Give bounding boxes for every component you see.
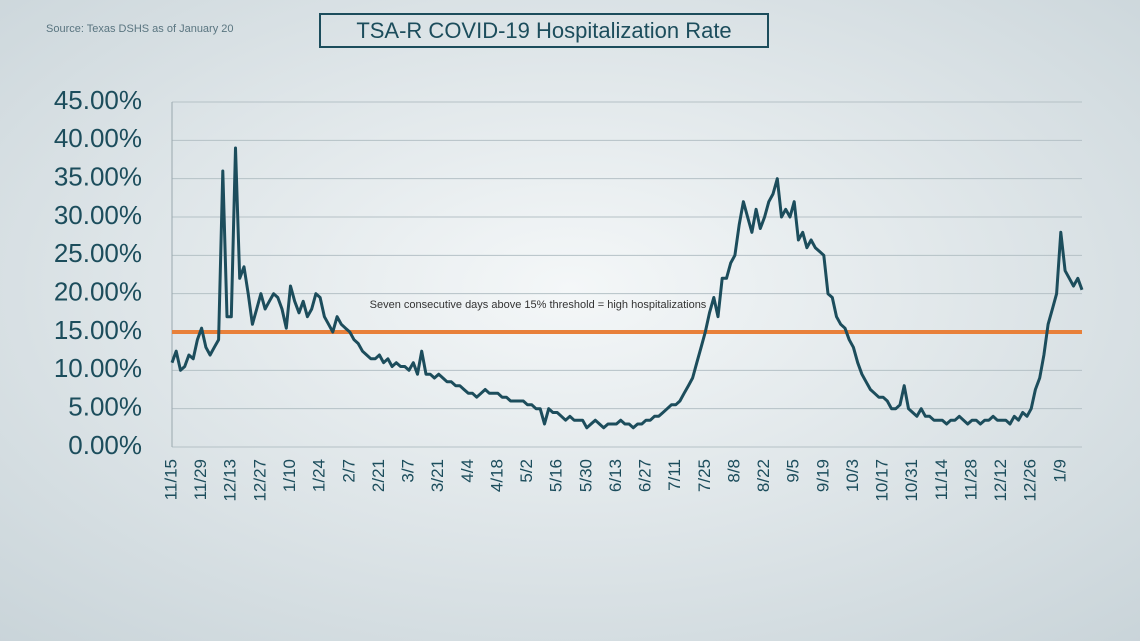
x-tick-label: 8/8 (724, 459, 743, 483)
x-tick-label: 9/5 (784, 459, 803, 483)
x-tick-label: 1/24 (310, 459, 329, 492)
x-tick-label: 6/27 (636, 459, 655, 492)
x-tick-label: 7/11 (665, 459, 684, 491)
x-tick-label: 5/30 (576, 459, 595, 492)
y-tick-label: 5.00% (68, 392, 142, 422)
x-tick-label: 12/27 (250, 459, 269, 502)
y-tick-label: 10.00% (54, 353, 142, 383)
x-tick-label: 1/10 (280, 459, 299, 492)
y-tick-label: 15.00% (54, 315, 142, 345)
x-tick-label: 12/26 (1021, 459, 1040, 502)
x-tick-label: 10/31 (902, 459, 921, 502)
x-tick-label: 11/29 (191, 459, 210, 500)
data-line (170, 146, 1084, 430)
y-tick-label: 35.00% (54, 162, 142, 192)
x-tick-label: 3/7 (399, 459, 418, 483)
x-tick-label: 12/13 (221, 459, 240, 502)
y-tick-label: 0.00% (68, 430, 142, 460)
y-tick-label: 45.00% (54, 85, 142, 115)
source: Source: Texas DSHS as of January 20 (46, 23, 234, 35)
x-tick-label: 1/9 (1050, 459, 1069, 483)
x-tick-label: 4/4 (458, 459, 477, 483)
x-tick-label: 8/22 (754, 459, 773, 492)
x-tick-label: 5/16 (547, 459, 566, 492)
chart-title: TSA-R COVID-19 Hospitalization Rate (356, 18, 731, 43)
x-tick-label: 11/15 (161, 459, 180, 500)
x-tick-label: 4/18 (487, 459, 506, 492)
y-tick-label: 25.00% (54, 238, 142, 268)
x-tick-label: 2/7 (339, 459, 358, 483)
x-tick-label: 10/3 (843, 459, 862, 492)
x-tick-label: 10/17 (873, 459, 892, 502)
x-tick-label: 5/2 (517, 459, 536, 483)
annotation: Seven consecutive days above 15% thresho… (370, 299, 707, 311)
x-tick-label: 2/21 (369, 459, 388, 492)
y-tick-label: 40.00% (54, 123, 142, 153)
x-tick-label: 9/19 (813, 459, 832, 492)
x-tick-label: 7/25 (695, 459, 714, 492)
x-tick-label: 11/14 (932, 459, 951, 500)
title-box (319, 13, 769, 48)
y-tick-label: 20.00% (54, 277, 142, 307)
y-tick-label: 30.00% (54, 200, 142, 230)
x-tick-label: 6/13 (606, 459, 625, 492)
x-tick-label: 11/28 (961, 459, 980, 500)
x-tick-label: 12/12 (991, 459, 1010, 502)
x-tick-label: 3/21 (428, 459, 447, 492)
